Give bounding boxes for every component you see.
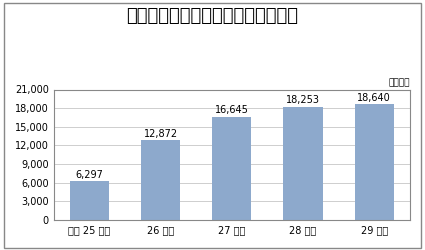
Bar — [212, 116, 252, 220]
Text: 単位：円: 単位：円 — [388, 78, 410, 87]
Bar — [283, 106, 323, 220]
Text: 18,640: 18,640 — [357, 93, 391, 103]
Text: 6,297: 6,297 — [76, 170, 103, 180]
Text: 18,253: 18,253 — [286, 96, 320, 106]
Bar — [141, 140, 180, 220]
Bar — [354, 104, 394, 220]
Text: １人当たりの法定外一般会計繰入金: １人当たりの法定外一般会計繰入金 — [127, 8, 298, 26]
Text: 16,645: 16,645 — [215, 106, 249, 116]
Bar — [70, 181, 109, 220]
Text: 12,872: 12,872 — [144, 129, 178, 139]
